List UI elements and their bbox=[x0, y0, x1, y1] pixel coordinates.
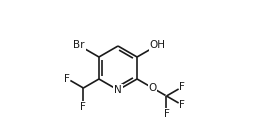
Text: F: F bbox=[179, 82, 185, 92]
Text: F: F bbox=[80, 102, 86, 112]
Text: O: O bbox=[148, 83, 157, 93]
Text: N: N bbox=[114, 85, 122, 95]
Text: OH: OH bbox=[150, 40, 166, 50]
Text: F: F bbox=[164, 109, 169, 119]
Text: F: F bbox=[179, 100, 185, 110]
Text: F: F bbox=[64, 74, 70, 83]
Text: Br: Br bbox=[73, 40, 85, 51]
